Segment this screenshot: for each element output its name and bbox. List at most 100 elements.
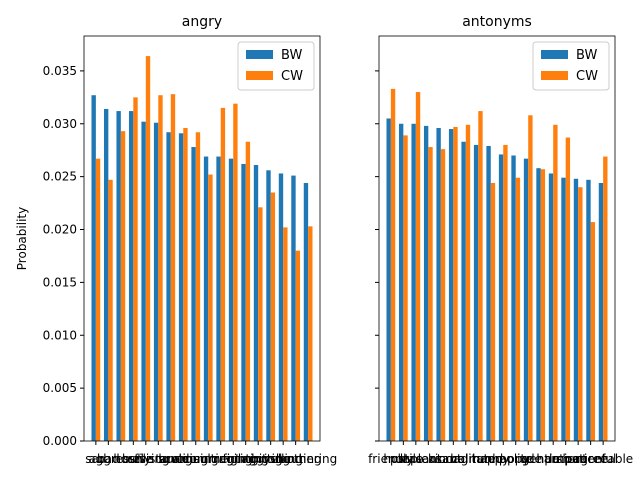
bar [436,127,441,442]
x-tick-label: peaceful [565,452,617,466]
bar [141,121,146,441]
x-tick-label: cruel [438,452,468,466]
axes-frame [83,35,321,442]
legend-swatch [246,71,273,80]
legend-swatch [541,71,568,80]
bar [116,111,121,441]
x-tick-label: pleasant [390,452,442,466]
bar [528,115,533,441]
bar [253,165,259,442]
bar [120,131,126,441]
bar [411,123,416,441]
bar [95,158,101,441]
bar [278,173,284,442]
y-axis-label: Probability [15,207,29,270]
x-tick-label: kind [428,452,454,466]
axes-frame [378,35,616,442]
bar [103,108,109,442]
bar [540,169,546,441]
bar [523,158,529,441]
y-tick-label: 0.035 [43,64,77,78]
bar [233,103,238,441]
bar [473,144,479,441]
bar [461,141,466,441]
bar [511,155,516,442]
y-tick-label: 0.020 [43,223,77,237]
bar [428,147,433,442]
x-tick-label: agitated [453,452,503,466]
x-tick-label: gentle [522,452,560,466]
x-tick-label: rude [514,452,542,466]
bar [291,175,296,441]
bar [415,92,421,442]
bar [440,149,446,441]
bar [548,173,554,442]
x-tick-label: friendly [368,452,414,466]
bar [295,250,301,441]
bar [133,97,138,441]
bar [158,95,163,442]
x-tick-label: unhappy [477,452,530,466]
bar [283,227,288,441]
bar [390,88,396,441]
bar [308,226,313,441]
bar [553,124,558,441]
bar [465,124,471,441]
bar [515,177,521,441]
chart-title: angry [182,14,222,30]
bar [108,179,113,441]
x-tick-label: patient [544,452,587,466]
bar [423,125,429,441]
x-tick-label: hostile [113,452,153,466]
bar [166,132,171,441]
legend-label: BW [281,48,302,63]
legend-label: BW [576,48,597,63]
bar [91,95,96,442]
legend-label: CW [281,69,303,84]
bar [578,187,583,441]
bar [498,154,504,442]
x-tick-label: commenting [183,452,259,466]
y-tick-label: 0.000 [43,434,77,448]
legend-swatch [541,50,568,59]
bar [536,168,541,441]
x-tick-label: shouting [270,452,322,466]
legend-label: CW [576,69,598,84]
bar [203,156,209,441]
x-tick-label: arguing [173,452,219,466]
x-tick-label: nagging [234,452,283,466]
bar [573,178,579,441]
y-tick-label: 0.025 [43,170,77,184]
bar [403,135,408,441]
bar [258,207,263,441]
y-tick-label: 0.030 [43,117,77,131]
x-tick-label: calm [451,452,480,466]
y-tick-label: 0.015 [43,275,77,289]
bar [170,94,176,441]
x-tick-label: unpleasant [395,452,462,466]
bar [153,122,159,442]
x-tick-label: insulting [183,452,234,466]
bar [603,156,608,441]
bar [270,192,276,441]
x-tick-label: resistance [128,452,190,466]
bar [590,222,596,441]
bar [453,126,458,442]
bar [503,144,508,441]
bar [598,182,604,442]
x-tick-label: hostile [383,452,423,466]
y-tick-label: 0.005 [43,381,77,395]
x-tick-label: impatient [549,452,607,466]
bar [241,163,246,442]
x-tick-label: bullying [122,452,170,466]
x-tick-label: fighting [223,452,269,466]
x-tick-label: yelling [263,452,303,466]
bar [208,174,213,441]
x-tick-label: agreeable [573,452,633,466]
bar [195,132,201,441]
x-tick-label: scolding [158,452,208,466]
bar [448,129,454,442]
bar [245,141,251,441]
bar [178,133,184,441]
bar [220,107,226,441]
